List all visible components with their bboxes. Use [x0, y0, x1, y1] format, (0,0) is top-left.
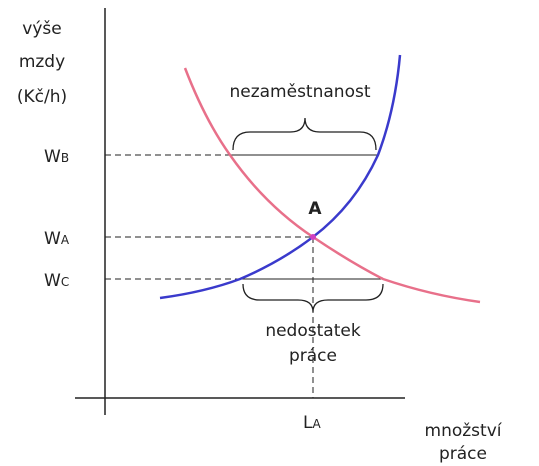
x-axis-label: práce [439, 444, 487, 464]
y-axis-label: mzdy [19, 52, 65, 72]
shortage-label: nedostatek [265, 321, 360, 341]
wb-sub: B [61, 151, 69, 165]
equilibrium-point [310, 234, 316, 240]
la-label: LA [303, 413, 321, 433]
y-axis-label: (Kč/h) [17, 87, 67, 107]
surplus-brace [232, 117, 377, 151]
wc-main: W [44, 271, 61, 291]
wa-main: W [44, 229, 61, 249]
equilibrium-label: A [308, 199, 322, 219]
demand-curve [183, 67, 481, 304]
wa-sub: A [61, 233, 70, 247]
surplus-label: nezaměstnanost [229, 82, 370, 102]
y-axis-label: výše [22, 19, 61, 39]
wc-sub: C [61, 275, 69, 289]
wa-label: WA [44, 229, 70, 249]
la-main: L [303, 413, 313, 433]
shortage-brace [242, 283, 384, 313]
wc-label: WC [44, 271, 69, 291]
wb-label: WB [44, 147, 69, 167]
shortage-label: práce [289, 346, 337, 366]
x-axis-label: množství [425, 421, 503, 441]
la-sub: A [312, 417, 321, 431]
wb-main: W [44, 147, 61, 167]
